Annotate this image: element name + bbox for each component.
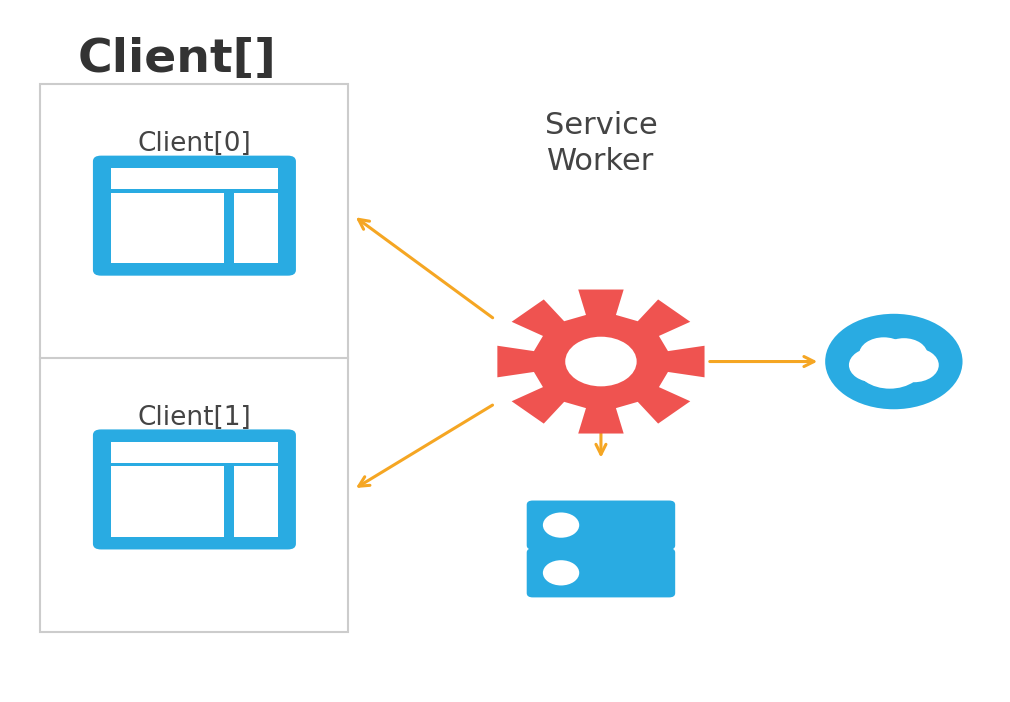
FancyBboxPatch shape [93,430,296,550]
FancyArrowPatch shape [359,219,493,318]
FancyBboxPatch shape [234,466,278,537]
Circle shape [825,314,963,409]
Circle shape [860,338,908,371]
FancyBboxPatch shape [527,548,675,597]
Circle shape [890,348,938,382]
FancyBboxPatch shape [40,84,348,632]
Circle shape [543,560,579,585]
Circle shape [566,337,636,386]
FancyBboxPatch shape [111,466,224,537]
Text: Client[0]: Client[0] [137,131,251,157]
Circle shape [543,512,579,538]
FancyBboxPatch shape [111,442,278,463]
FancyArrowPatch shape [359,405,493,486]
Circle shape [881,338,927,371]
FancyBboxPatch shape [93,156,296,276]
Polygon shape [497,289,705,434]
FancyBboxPatch shape [111,192,224,263]
Text: Service
Worker: Service Worker [544,112,658,176]
FancyBboxPatch shape [527,501,675,550]
Circle shape [849,348,898,382]
FancyBboxPatch shape [111,168,278,189]
FancyBboxPatch shape [234,192,278,263]
Text: Client[1]: Client[1] [137,404,251,430]
FancyArrowPatch shape [710,357,814,366]
FancyArrowPatch shape [596,412,606,454]
Text: Client[]: Client[] [78,37,276,82]
Circle shape [855,341,924,389]
